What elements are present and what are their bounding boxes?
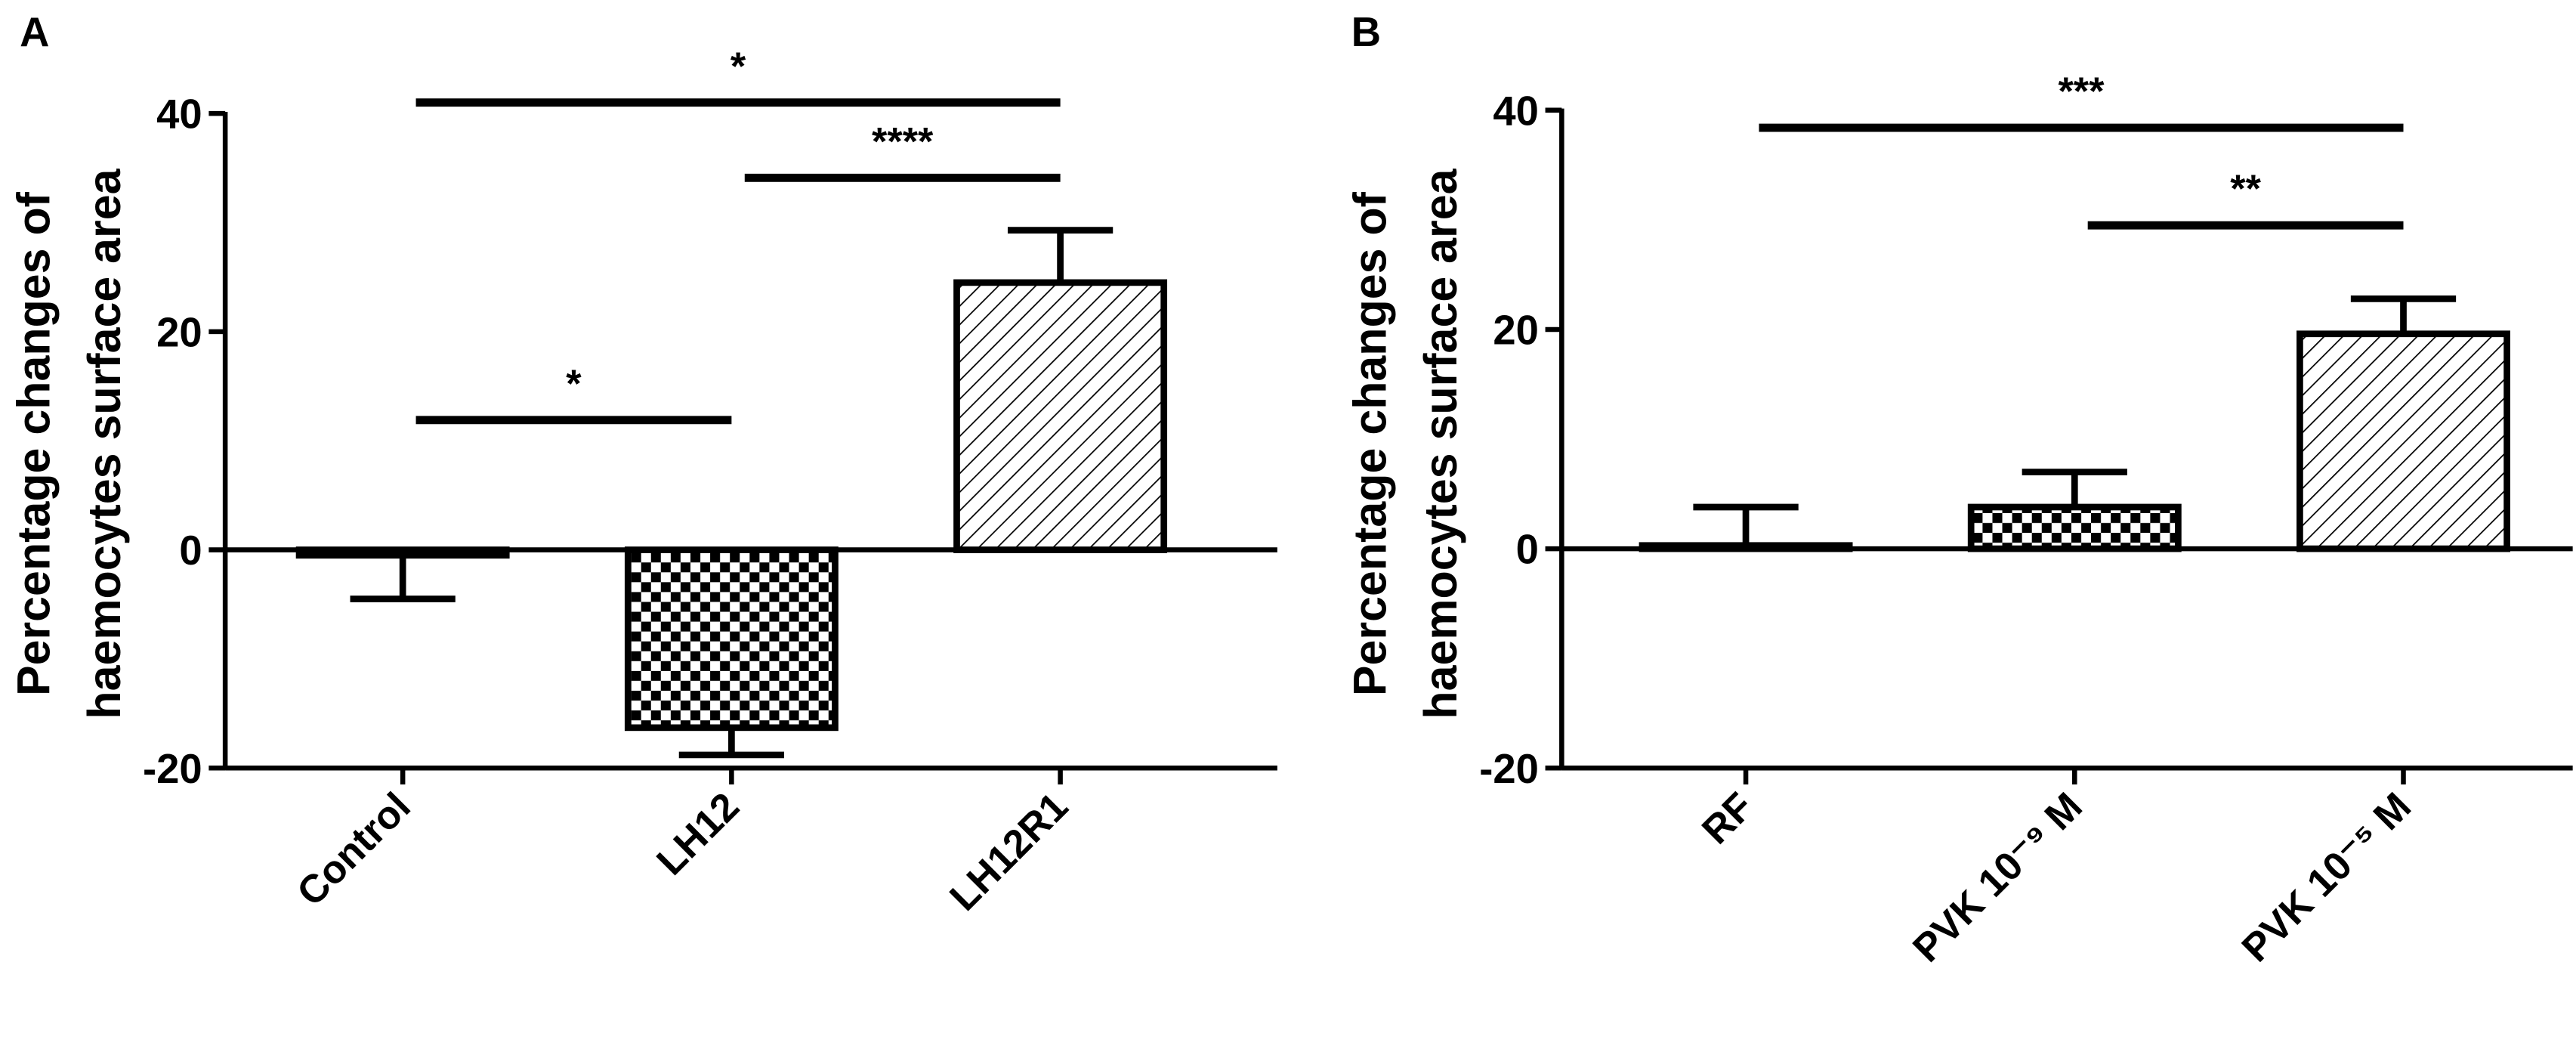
- y-tick-label: 40: [156, 91, 202, 138]
- x-tick-label: PVK 10⁻⁹ M: [1905, 784, 2091, 970]
- y-axis-label: Percentage changes of: [8, 191, 59, 696]
- y-axis-label: haemocytes surface area: [79, 168, 130, 719]
- significance-label: *: [730, 45, 746, 88]
- y-tick-label: 20: [156, 309, 202, 355]
- y-tick-label: 40: [1493, 88, 1539, 134]
- bar: [2296, 330, 2510, 552]
- panel-letter: B: [1351, 9, 1381, 55]
- significance-label: *: [566, 362, 582, 406]
- bar: [1639, 542, 1853, 552]
- y-tick-label: 0: [1516, 527, 1539, 573]
- x-tick-label: LH12R1: [942, 784, 1077, 920]
- significance-label: ****: [872, 120, 934, 164]
- bar: [295, 546, 510, 559]
- y-axis-label: haemocytes surface area: [1415, 168, 1466, 719]
- significance-label: ***: [2058, 70, 2105, 114]
- y-tick-label: 20: [1493, 308, 1539, 354]
- bar: [953, 279, 1168, 553]
- x-tick-label: RF: [1694, 784, 1762, 852]
- panel-letter: A: [20, 9, 49, 55]
- y-tick-label: -20: [143, 746, 202, 792]
- significance-label: **: [2230, 168, 2261, 212]
- x-tick-label: Control: [289, 784, 419, 914]
- y-tick-label: 0: [179, 528, 202, 574]
- x-tick-label: PVK 10⁻⁵ M: [2234, 784, 2420, 970]
- bar: [1967, 503, 2182, 552]
- y-axis-label: Percentage changes of: [1344, 191, 1395, 696]
- bar: [624, 546, 839, 732]
- x-tick-label: LH12: [649, 784, 748, 883]
- y-tick-label: -20: [1479, 746, 1539, 792]
